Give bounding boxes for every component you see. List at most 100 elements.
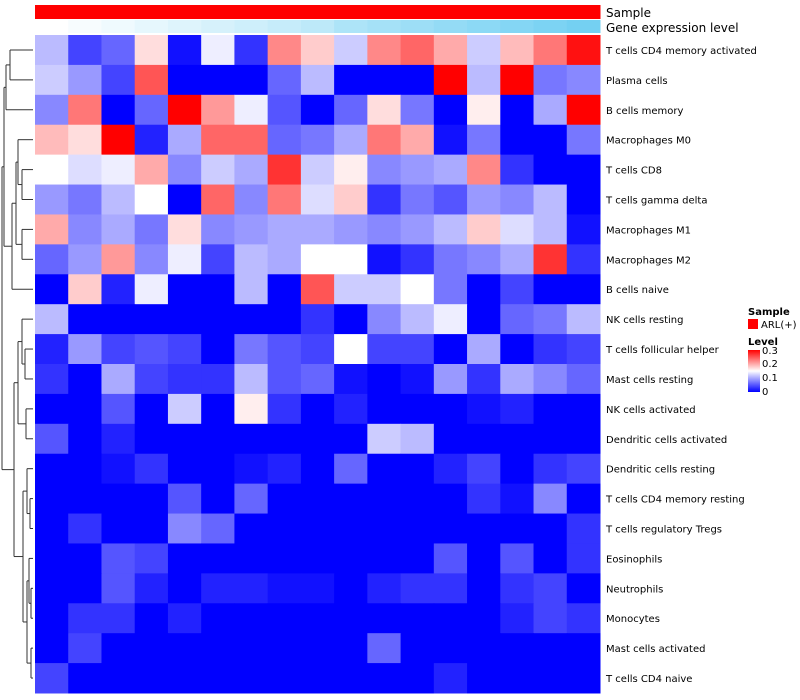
row-label: T cells CD4 memory resting [605,495,745,506]
heatmap-cell [234,543,269,574]
heatmap-cell [167,364,202,395]
heatmap-cell [35,663,69,694]
heatmap-cell [334,423,368,455]
row-label: NK cells resting [606,315,683,326]
heatmap-cell [566,483,601,515]
annotation-gene-expression-cell [234,20,269,33]
heatmap-cell [433,35,468,66]
heatmap-cell [134,513,169,544]
heatmap-cell [267,124,302,156]
heatmap-cell [334,304,368,335]
heatmap-cell [467,274,501,305]
heatmap-cell [566,64,601,96]
heatmap-cell [234,274,269,305]
heatmap-cell [500,603,535,634]
heatmap-cell [101,603,136,634]
heatmap-cell [167,633,202,664]
heatmap-cell [267,393,302,425]
heatmap-cell [367,94,402,126]
heatmap-cell [234,35,269,66]
heatmap-cell [467,364,501,395]
heatmap-cell [101,633,136,664]
heatmap-cell [500,513,535,544]
heatmap-cell [68,214,102,245]
heatmap-cell [334,184,368,215]
heatmap-cell [68,483,102,515]
heatmap-cell [35,364,69,395]
heatmap-cell [400,483,435,515]
heatmap-cell [500,633,535,664]
heatmap-cell [367,633,402,664]
heatmap-cell [267,334,302,365]
heatmap-cell [300,663,335,694]
heatmap-cell [134,94,169,126]
annotation-sample-cell [167,5,202,19]
heatmap-cell [167,64,202,96]
annotation-gene-expression-cell [68,20,102,33]
heatmap-cell [167,483,202,515]
heatmap-cell [533,543,568,574]
heatmap-cell [467,633,501,664]
heatmap-cell [35,64,69,96]
heatmap-cell [566,304,601,335]
heatmap-cell [201,393,235,425]
heatmap-cell [201,184,235,215]
heatmap-cell [533,35,568,66]
heatmap-cell [467,334,501,365]
heatmap-cell [367,124,402,156]
heatmap-cell [101,513,136,544]
heatmap-cell [201,513,235,544]
heatmap-cell [167,663,202,694]
heatmap-cell [334,573,368,604]
heatmap-cell [68,124,102,156]
annotation-gene-expression-cell [35,20,69,33]
heatmap-cell [433,304,468,335]
heatmap-cell [400,334,435,365]
heatmap-cell [201,35,235,66]
legend-entry-arl: ARL(+) [761,320,797,331]
row-label: Monocytes [606,614,660,625]
heatmap-cell [134,64,169,96]
heatmap-cell [400,154,435,186]
legend-tick-1: 0.2 [762,359,778,370]
heatmap-cell [201,423,235,455]
heatmap-cell [134,483,169,515]
heatmap-cell [400,573,435,604]
heatmap-cell [68,573,102,604]
heatmap-cell [234,304,269,335]
annotation-sample-cell [467,5,501,19]
heatmap-cell [400,393,435,425]
heatmap-cell [467,483,501,515]
row-label: NK cells activated [606,405,696,416]
annotation-sample-cell [367,5,402,19]
heatmap-cell [467,94,501,126]
heatmap-cell [500,334,535,365]
annotation-sample-cell [500,5,535,19]
heatmap-cell [35,274,69,305]
legend-title-level: Level [748,337,778,348]
heatmap-cell [500,154,535,186]
heatmap-cell [167,543,202,574]
heatmap-cell [334,244,368,275]
heatmap-cell [500,453,535,485]
heatmap-cell [201,244,235,275]
heatmap-cell [35,543,69,574]
heatmap-cell [566,423,601,455]
heatmap-cell [367,483,402,515]
heatmap-cell [35,633,69,664]
heatmap-cell [433,124,468,156]
heatmap-cell [533,423,568,455]
heatmap-cell [334,603,368,634]
heatmap-cell [234,214,269,245]
heatmap-cell [300,453,335,485]
heatmap-cell [367,513,402,544]
heatmap-cell [201,663,235,694]
heatmap-cell [400,94,435,126]
heatmap-cell [300,244,335,275]
heatmap-cell [101,483,136,515]
annotation-gene-expression-cell [367,20,402,33]
heatmap-cell [101,154,136,186]
heatmap-cell [101,184,136,215]
annotation-bars [35,5,601,33]
heatmap-cell [334,543,368,574]
